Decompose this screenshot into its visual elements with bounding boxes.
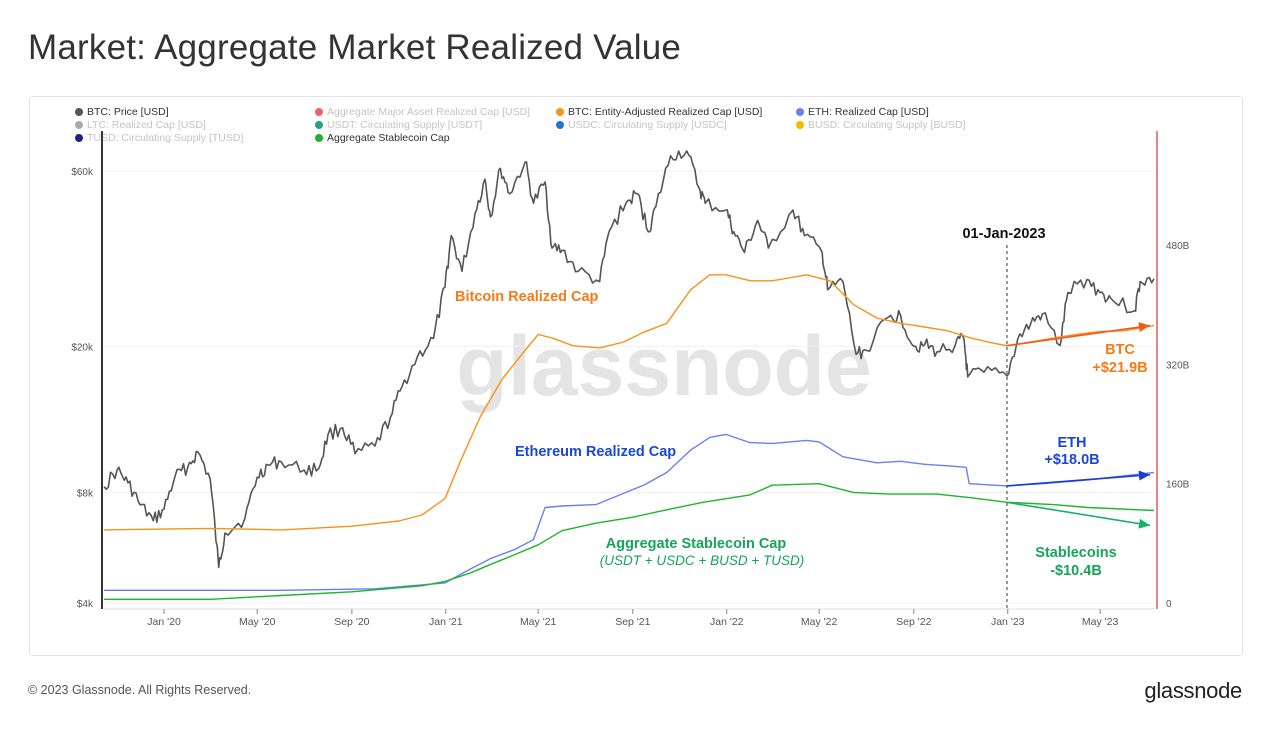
axes: $4k $8k $20k $60k 0 160B 320B 480B Jan '20 May '2… <box>71 131 1190 628</box>
eth-change-arrow <box>1006 473 1151 487</box>
legend-item[interactable]: BUSD: Circulating Supply [BUSD] <box>796 119 966 131</box>
legend-item[interactable]: Aggregate Stablecoin Cap <box>315 132 450 144</box>
y-right-tick-label: 160B <box>1166 480 1190 491</box>
btc-realized-cap-label: Bitcoin Realized Cap <box>455 289 599 305</box>
legend-label: USDT: Circulating Supply [USDT] <box>327 119 483 131</box>
btc-change-value: +$21.9B <box>1092 360 1147 376</box>
legend-item[interactable]: USDT: Circulating Supply [USDT] <box>315 119 482 131</box>
gridlines <box>104 170 1154 604</box>
x-tick-label: Jan '22 <box>710 616 744 628</box>
y-right-tick-label: 320B <box>1166 360 1190 371</box>
legend-item[interactable]: BTC: Price [USD] <box>75 106 169 118</box>
chart-panel: BTC: Price [USD] Aggregate Major Asset Re… <box>29 96 1243 656</box>
series-line <box>104 483 1155 600</box>
legend-label: BTC: Entity-Adjusted Realized Cap [USD] <box>568 106 763 118</box>
legend-dot-icon <box>315 133 323 142</box>
legend-label: USDC: Circulating Supply [USDC] <box>568 119 727 131</box>
legend-dot-icon <box>315 120 323 129</box>
page-title: Market: Aggregate Market Realized Value <box>28 28 682 67</box>
stablecoin-change-value: -$10.4B <box>1050 563 1102 579</box>
y-left-tick-label: $60k <box>71 167 94 178</box>
x-tick-label: Sep '22 <box>896 616 931 628</box>
legend-label: BTC: Price [USD] <box>87 106 169 118</box>
series-line <box>104 433 1155 591</box>
x-tick-label: Sep '21 <box>615 616 650 628</box>
annotations: Bitcoin Realized Cap Ethereum Realized C… <box>455 226 1151 609</box>
legend-dot-icon <box>796 107 804 116</box>
eth-change-value: +$18.0B <box>1044 452 1099 468</box>
x-tick-label: May '23 <box>1082 616 1119 628</box>
x-tick-label: Jan '21 <box>429 616 463 628</box>
copyright-text: © 2023 Glassnode. All Rights Reserved. <box>28 683 252 697</box>
eth-realized-cap-label: Ethereum Realized Cap <box>515 444 676 460</box>
chart-canvas: glassnode $4k $8k $20k $60k 0 160B 320B 480B Jan… <box>71 131 1190 628</box>
legend-item[interactable]: USDC: Circulating Supply [USDC] <box>556 119 727 131</box>
legend-dot-icon <box>75 120 83 129</box>
stablecoin-cap-label: Aggregate Stablecoin Cap <box>606 536 787 552</box>
y-left-tick-label: $4k <box>77 599 94 610</box>
legend-dot-icon <box>556 120 564 129</box>
legend-dot-icon <box>75 107 83 116</box>
stablecoin-change-arrow <box>1006 501 1151 527</box>
btc-change-arrow-head <box>1138 322 1150 333</box>
series-line <box>103 274 1155 531</box>
chart-legend: BTC: Price [USD] Aggregate Major Asset Re… <box>30 97 1242 147</box>
watermark: glassnode <box>456 319 871 413</box>
legend-dot-icon <box>556 107 564 116</box>
legend-label: Aggregate Major Asset Realized Cap [USD] <box>327 106 531 118</box>
series-line <box>103 150 1155 569</box>
x-tick-label: Jan '23 <box>991 616 1025 628</box>
legend-dot-icon <box>315 107 323 116</box>
y-left-tick-label: $20k <box>71 342 94 353</box>
x-tick-label: May '21 <box>520 616 557 628</box>
series-lines <box>103 150 1155 600</box>
y-right-tick-label: 0 <box>1166 599 1172 610</box>
legend-label: BUSD: Circulating Supply [BUSD] <box>808 119 966 131</box>
legend-item[interactable]: BTC: Entity-Adjusted Realized Cap [USD] <box>556 106 762 118</box>
eth-change-name: ETH <box>1058 435 1087 451</box>
legend-label: Aggregate Stablecoin Cap <box>327 132 450 144</box>
legend-label: LTC: Realized Cap [USD] <box>87 119 206 131</box>
legend-dot-icon <box>75 133 83 142</box>
y-left-tick-label: $8k <box>77 488 94 499</box>
btc-change-name: BTC <box>1105 342 1135 358</box>
legend-item[interactable]: TUSD: Circulating Supply [TUSD] <box>75 132 243 144</box>
legend-dot-icon <box>796 120 804 129</box>
legend-label: ETH: Realized Cap [USD] <box>808 106 929 118</box>
eth-change-arrow-head <box>1138 470 1150 481</box>
legend-item[interactable]: LTC: Realized Cap [USD] <box>75 119 206 131</box>
stablecoin-change-name: Stablecoins <box>1035 545 1116 561</box>
stablecoin-cap-sublabel: (USDT + USDC + BUSD + TUSD) <box>600 553 804 568</box>
x-tick-label: May '20 <box>239 616 276 628</box>
glassnode-logo[interactable]: glassnode <box>1144 678 1242 703</box>
x-tick-label: May '22 <box>801 616 838 628</box>
x-tick-label: Jan '20 <box>147 616 181 628</box>
legend-label: TUSD: Circulating Supply [TUSD] <box>87 132 244 144</box>
y-right-tick-label: 480B <box>1166 241 1190 252</box>
btc-change-arrow <box>1006 324 1151 347</box>
legend-item[interactable]: ETH: Realized Cap [USD] <box>796 106 929 118</box>
x-tick-label: Sep '20 <box>334 616 369 628</box>
date-marker-label: 01-Jan-2023 <box>962 226 1045 242</box>
legend-item[interactable]: Aggregate Major Asset Realized Cap [USD] <box>315 106 530 118</box>
stablecoin-change-arrow-head <box>1138 518 1150 529</box>
